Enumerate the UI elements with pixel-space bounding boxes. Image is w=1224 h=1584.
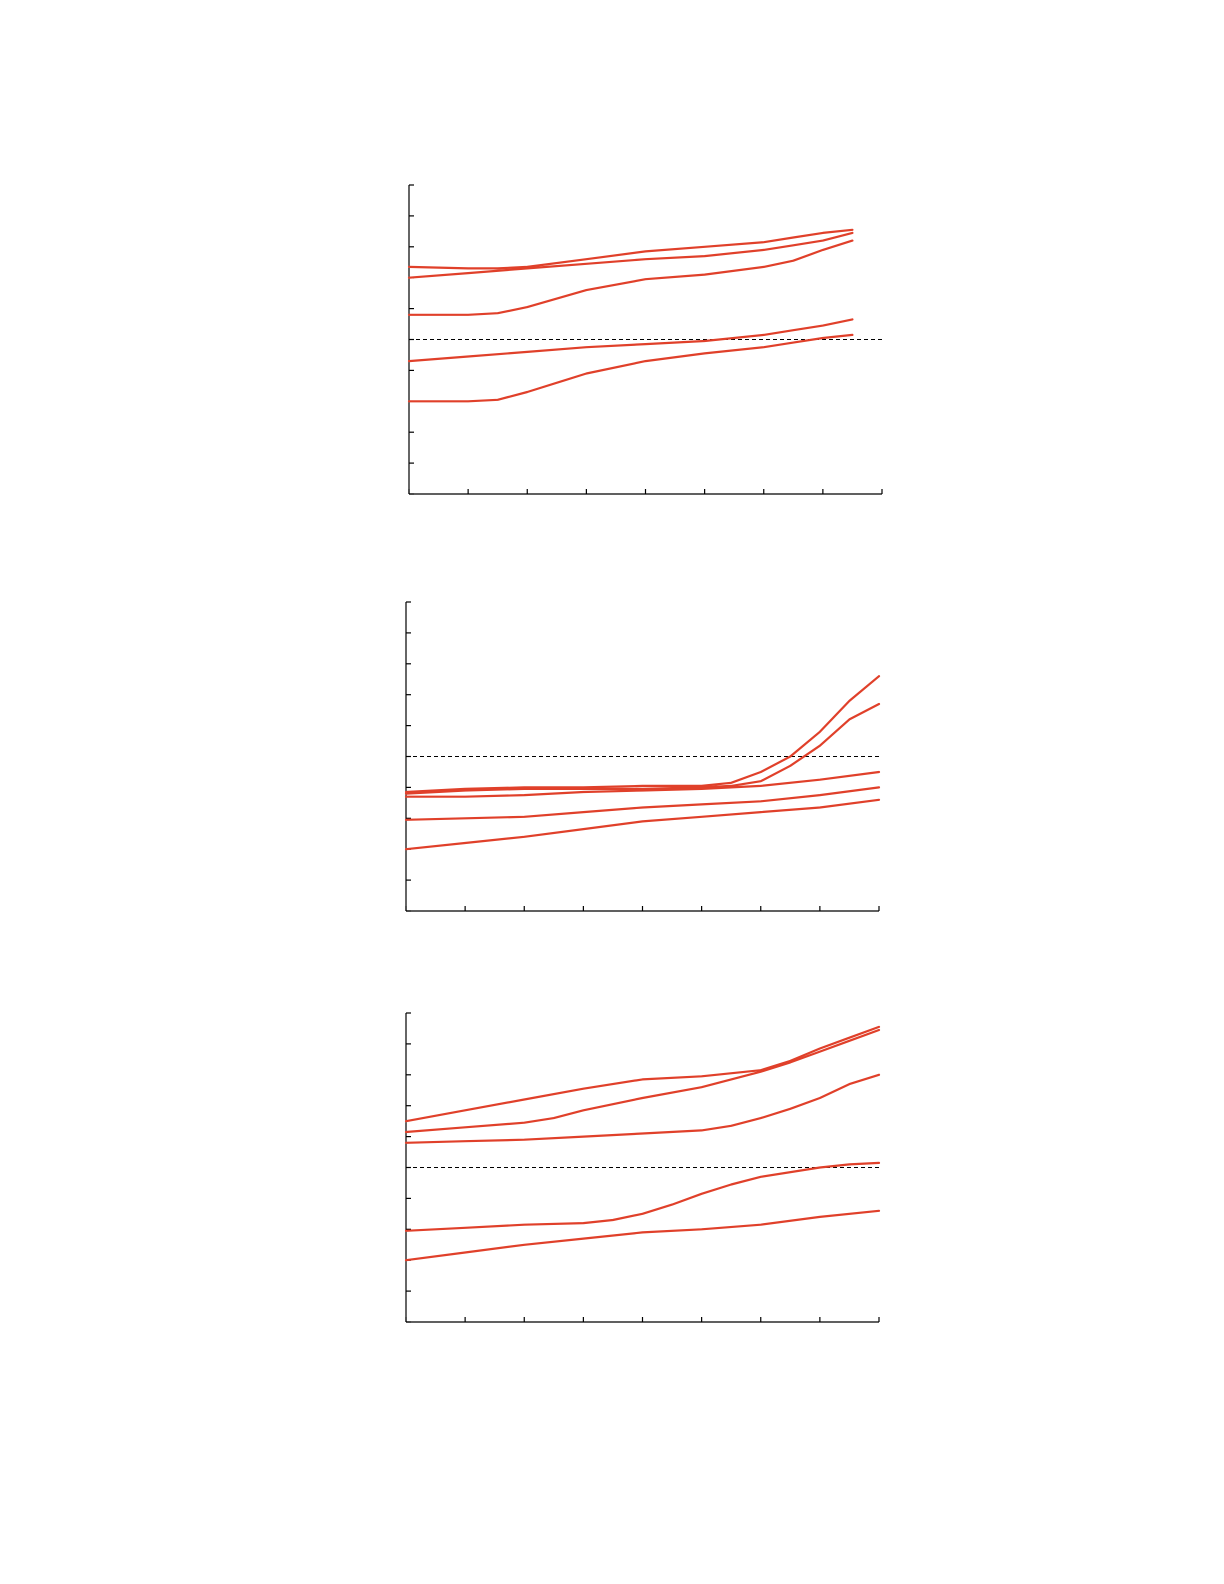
series-line-5 — [404, 798, 881, 851]
chart-panel-2 — [404, 601, 881, 912]
chart-panel-1 — [407, 184, 883, 495]
chart-panel-3 — [404, 1012, 881, 1323]
series-line-4 — [407, 318, 854, 363]
series-line-4 — [404, 1161, 881, 1232]
series-line-2 — [404, 702, 881, 795]
series-line-3 — [404, 1073, 881, 1144]
series-line-5 — [407, 333, 854, 403]
series-line-2 — [404, 1028, 881, 1134]
series-line-5 — [404, 1209, 881, 1262]
series-line-4 — [404, 786, 881, 821]
series-line-1 — [404, 675, 881, 794]
series-line-1 — [407, 228, 854, 270]
series-line-1 — [404, 1025, 881, 1123]
series-line-3 — [407, 239, 854, 316]
series-line-3 — [404, 770, 881, 798]
series-line-2 — [407, 231, 854, 279]
